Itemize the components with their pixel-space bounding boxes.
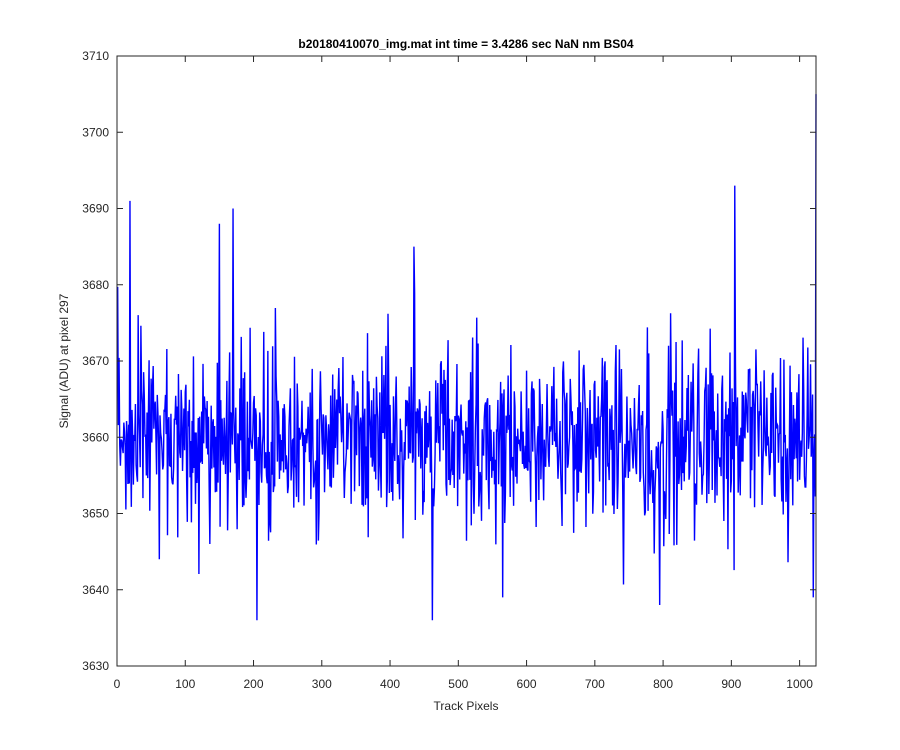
y-tick-label: 3640 [82,583,109,597]
y-axis-label: Signal (ADU) at pixel 297 [57,293,71,428]
y-tick-label: 3650 [82,507,109,521]
x-tick-label: 300 [312,677,332,691]
x-tick-label: 600 [517,677,537,691]
x-tick-label: 900 [721,677,741,691]
y-tick-label: 3660 [82,430,109,444]
series-layer [116,94,817,621]
y-tick-label: 3690 [82,202,109,216]
x-tick-label: 100 [175,677,195,691]
x-tick-label: 700 [585,677,605,691]
x-tick-label: 0 [114,677,121,691]
chart-title: b20180410070_img.mat int time = 3.4286 s… [298,37,634,51]
x-tick-label: 1000 [786,677,813,691]
x-axis-ticks: 0 100 200 300 400 500 600 700 800 900 1000 [114,56,813,691]
y-axis-ticks: 3630 3640 3650 3660 3670 3680 3690 3700 3710 [82,49,816,673]
y-tick-label: 3630 [82,659,109,673]
x-tick-label: 500 [448,677,468,691]
x-tick-label: 800 [653,677,673,691]
y-tick-label: 3670 [82,354,109,368]
series-line [116,94,817,621]
plot-background [117,56,816,666]
x-tick-label: 200 [244,677,264,691]
x-axis-label: Track Pixels [434,699,499,713]
y-tick-label: 3680 [82,278,109,292]
y-tick-label: 3710 [82,49,109,63]
y-tick-label: 3700 [82,125,109,139]
x-tick-label: 400 [380,677,400,691]
